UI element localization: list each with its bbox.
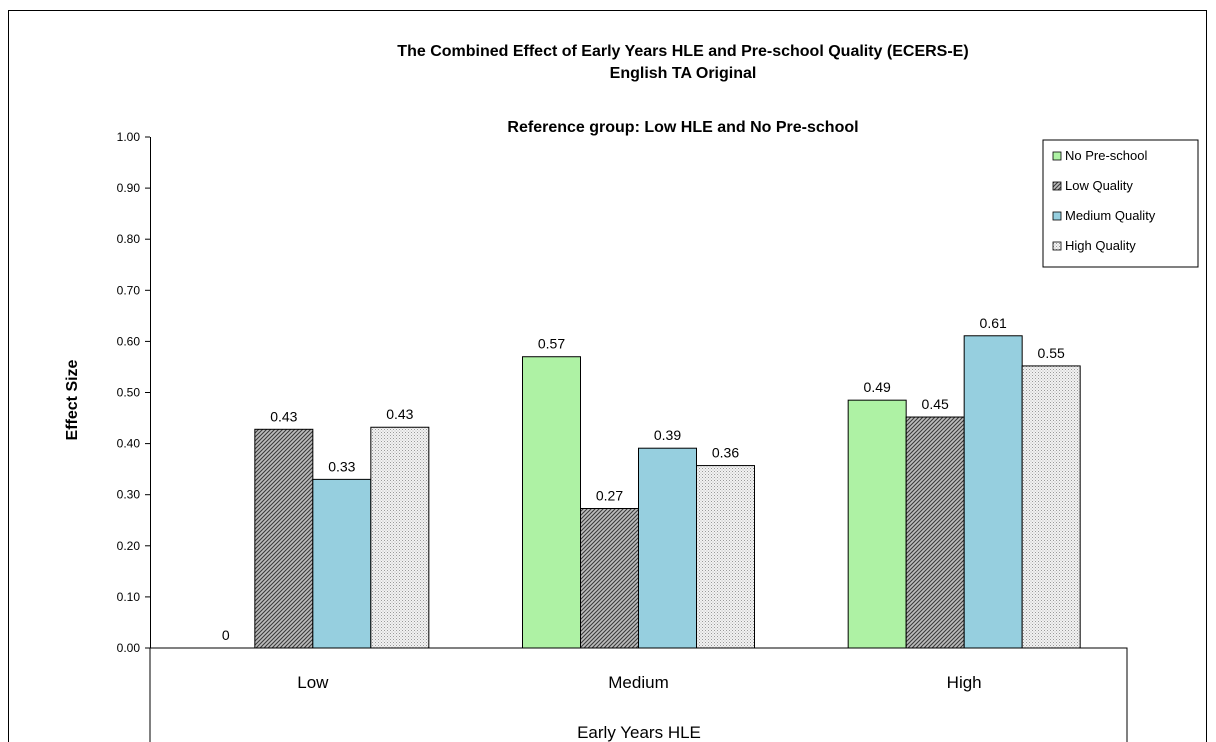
y-tick-label: 0.00 [117, 641, 141, 655]
legend-swatch [1052, 241, 1062, 251]
bar-high-quality-medium [696, 465, 755, 649]
data-label: 0.33 [328, 458, 355, 474]
bar-no-pre-school-medium [522, 356, 581, 649]
bar-labels: 0 0.43 0.33 0.43 0.57 0.27 0.39 0.36 0.49 0.45 0.6… [222, 315, 1065, 643]
legend-box [1042, 139, 1199, 268]
bar-low-quality-medium [580, 507, 639, 649]
bar-medium-quality-medium [638, 447, 697, 649]
bar-no-pre-school-high [847, 399, 907, 649]
data-label: 0.55 [1038, 345, 1065, 361]
legend-label: Medium Quality [1065, 208, 1156, 223]
data-label: 0.43 [270, 408, 297, 424]
chart-title: The Combined Effect of Early Years HLE a… [397, 43, 968, 60]
x-axis-label: Early Years HLE [577, 723, 701, 742]
legend-swatch [1052, 151, 1062, 161]
reference-note: Reference group: Low HLE and No Pre-scho… [507, 119, 858, 136]
y-tick-label: 0.60 [117, 334, 141, 348]
x-tick-label: Low [297, 673, 329, 692]
x-tick-labels: Low Medium High [297, 673, 981, 692]
y-axis: 0.00 0.10 0.20 0.30 0.40 0.50 0.60 0.70 0.80 0.90… [117, 130, 151, 655]
legend: No Pre-school Low Quality Medium Quality Hi… [1042, 139, 1199, 268]
data-label: 0.45 [922, 396, 949, 412]
x-tick-label: Medium [608, 673, 668, 692]
bars [254, 335, 1081, 649]
y-axis-label: Effect Size [64, 359, 81, 440]
data-label: 0.36 [712, 445, 739, 461]
bar-medium-quality-low [312, 478, 372, 649]
y-tick-label: 0.10 [117, 590, 141, 604]
bar-low-quality-high [905, 416, 965, 649]
data-label: 0.49 [864, 379, 891, 395]
y-tick-label: 0.20 [117, 539, 141, 553]
legend-swatch [1052, 181, 1062, 191]
data-label: 0.57 [538, 336, 565, 352]
chart-subtitle: English TA Original [610, 65, 757, 82]
bar-high-quality-low [370, 426, 430, 649]
bar-low-quality-low [254, 428, 314, 649]
legend-label: Low Quality [1065, 178, 1133, 193]
data-label: 0.27 [596, 487, 623, 503]
y-tick-label: 0.40 [117, 437, 141, 451]
data-label: 0.43 [386, 406, 413, 422]
bar-medium-quality-high [963, 335, 1023, 649]
y-tick-label: 0.90 [117, 181, 141, 195]
data-label: 0.61 [980, 315, 1007, 331]
y-tick-label: 1.00 [117, 130, 141, 144]
x-tick-label: High [947, 673, 982, 692]
legend-label: High Quality [1065, 238, 1136, 253]
data-label: 0.39 [654, 427, 681, 443]
data-label: 0 [222, 627, 230, 643]
y-tick-label: 0.50 [117, 386, 141, 400]
y-tick-label: 0.30 [117, 488, 141, 502]
bar-high-quality-high [1021, 365, 1081, 649]
y-tick-label: 0.70 [117, 283, 141, 297]
legend-swatch [1052, 211, 1062, 221]
y-tick-label: 0.80 [117, 232, 141, 246]
legend-label: No Pre-school [1065, 148, 1147, 163]
